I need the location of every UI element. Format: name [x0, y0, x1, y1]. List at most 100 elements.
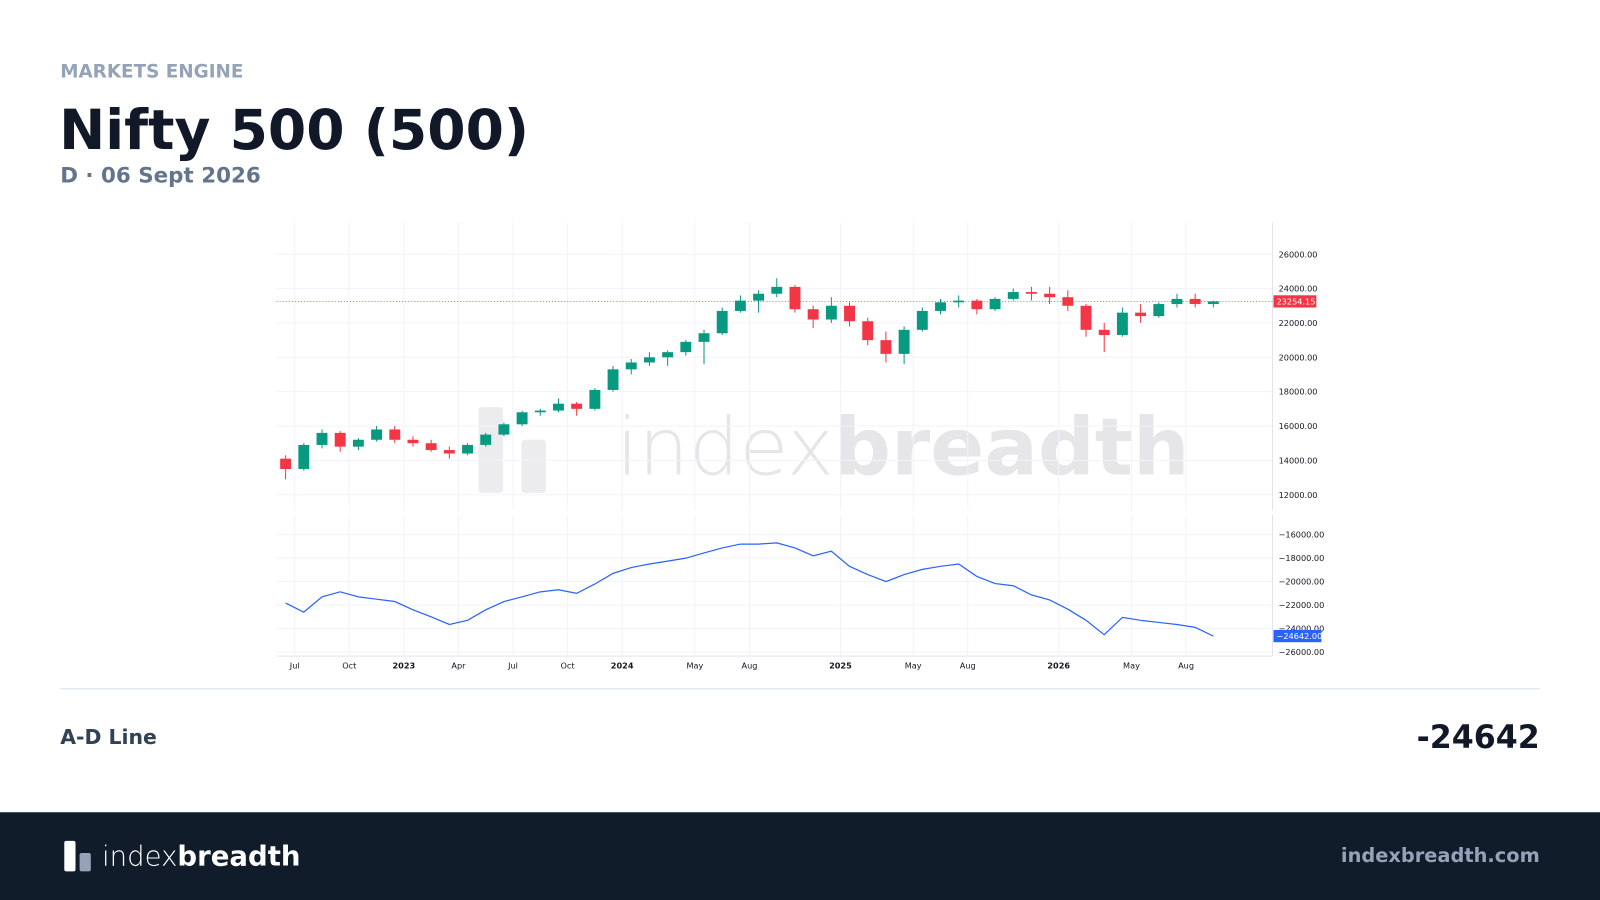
y-tick-label: 14000.00 [1279, 455, 1318, 465]
logo-icon [64, 840, 76, 872]
summary-label: A-D Line [60, 725, 157, 749]
candle-body [480, 434, 492, 445]
candle-body [334, 432, 346, 447]
candle-body [371, 429, 383, 440]
footer [0, 812, 1600, 900]
candle-body [352, 439, 364, 447]
y-tick-label: 16000.00 [1279, 421, 1318, 431]
x-tick-label: 2025 [829, 660, 852, 670]
candle-body [1025, 292, 1037, 294]
x-tick-label: Aug [1178, 660, 1194, 670]
candle-body [407, 439, 419, 444]
candle-body [734, 300, 746, 311]
x-tick-label: May [686, 660, 703, 670]
y-tick-label: −22000.00 [1279, 600, 1325, 610]
x-tick-label: Oct [561, 660, 575, 670]
last-value-badge [1273, 629, 1322, 643]
candle-body [643, 357, 655, 363]
y-tick-label: 12000.00 [1279, 490, 1318, 500]
y-tick-label: −18000.00 [1279, 553, 1325, 563]
last-value-label: 23254.15 [1277, 296, 1316, 306]
logo-breadth: breadth [177, 840, 300, 872]
candle-body [607, 369, 619, 390]
candle-body [1116, 312, 1128, 335]
candle-body [534, 410, 546, 413]
candle-body [1207, 301, 1219, 305]
candle-body [316, 432, 328, 445]
x-tick-label: Oct [342, 660, 356, 670]
candle-body [298, 444, 310, 469]
candle-body [916, 310, 928, 330]
candle-body [716, 310, 728, 334]
x-tick-label: 2023 [393, 660, 416, 670]
candle-body [662, 352, 674, 358]
last-value-label: −24642.00 [1277, 631, 1323, 641]
summary-value: -24642 [1417, 720, 1540, 756]
candle-body [989, 298, 1001, 310]
candle-body [825, 305, 837, 320]
candle-body [1080, 305, 1092, 330]
y-tick-label: 22000.00 [1279, 318, 1318, 328]
y-tick-label: 24000.00 [1279, 284, 1318, 294]
y-tick-label: 26000.00 [1279, 249, 1318, 259]
candle-body [753, 293, 765, 301]
candle-body [771, 286, 783, 294]
candle-body [935, 302, 946, 311]
candle-body [789, 286, 801, 310]
y-tick-label: −20000.00 [1279, 577, 1325, 587]
last-price-badge [1273, 295, 1317, 308]
x-tick-label: 2024 [611, 660, 634, 670]
x-tick-label: Aug [742, 660, 758, 670]
candle-body [389, 429, 401, 440]
watermark: indexbreadth [478, 400, 1190, 493]
watermark-breadth: breadth [834, 400, 1190, 493]
eyebrow: MARKETS ENGINE [60, 62, 243, 83]
ad-line [285, 542, 1214, 637]
candle-body [625, 362, 637, 370]
candle-body [425, 443, 437, 451]
candle-body [862, 321, 874, 341]
watermark-icon [478, 407, 504, 493]
logo-icon [79, 853, 91, 872]
watermark-text: indexbreadth [616, 400, 1189, 493]
chart-area: 12000.00 14000.00 16000.00 18000.00 20000.00… [276, 222, 1325, 670]
candle-body [553, 403, 564, 411]
candle-body [844, 305, 855, 322]
y-tick-label: −16000.00 [1279, 530, 1325, 540]
candle-body [898, 329, 910, 354]
candle-body [953, 300, 965, 303]
candle-body [1062, 297, 1074, 306]
watermark-index: index [616, 400, 834, 493]
candle-body [1153, 304, 1165, 317]
candle-body [280, 458, 292, 469]
x-tick-label: Apr [451, 660, 466, 670]
y-tick-label: 18000.00 [1279, 387, 1318, 397]
x-tick-label: Aug [960, 660, 976, 670]
subtitle: D · 06 Sept 2026 [60, 164, 261, 189]
candle-body [971, 300, 983, 310]
candle-body [807, 309, 819, 320]
footer-site: indexbreadth.com [1341, 844, 1540, 867]
candle-body [1044, 293, 1056, 298]
candle-body [498, 424, 510, 435]
candle-body [462, 444, 473, 454]
candle-body [589, 389, 601, 409]
title: Nifty 500 (500) [59, 98, 529, 162]
candle-body [1007, 292, 1019, 299]
candle-body [1135, 312, 1147, 317]
x-tick-label: 2026 [1047, 660, 1070, 670]
logo-index: index [102, 840, 177, 872]
candle-body [1098, 329, 1110, 335]
x-tick-label: Jul [507, 660, 518, 670]
candle-body [516, 412, 528, 425]
y-tick-label: −24000.00 [1279, 624, 1325, 634]
x-tick-label: May [1123, 660, 1140, 670]
candle-body [698, 333, 710, 342]
logo: indexbreadth [102, 840, 300, 872]
watermark-icon [521, 439, 546, 493]
candle-body [571, 403, 583, 409]
x-tick-label: Jul [289, 660, 300, 670]
